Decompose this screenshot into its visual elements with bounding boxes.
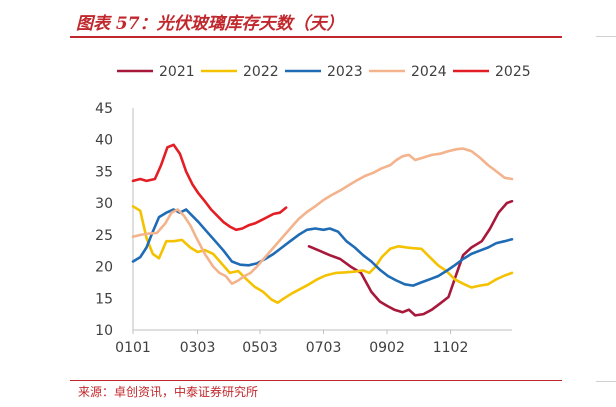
x-tick-label: 0303 (180, 340, 216, 356)
x-tick-label: 0101 (115, 340, 151, 356)
x-tick-label: 0703 (306, 340, 342, 356)
chart-header: 图表 57：光伏玻璃库存天数（天） (70, 8, 562, 38)
source-note: 来源：卓创资讯，中泰证券研究所 (78, 385, 259, 399)
series-line-2022 (131, 205, 514, 304)
series-line-2024 (131, 147, 514, 285)
legend-label-2023: 2023 (327, 64, 363, 80)
y-tick-label: 40 (95, 133, 113, 149)
title-divider (70, 36, 562, 38)
legend-label-2021: 2021 (159, 64, 195, 80)
legend-label-2022: 2022 (243, 64, 279, 80)
y-tick-label: 15 (95, 291, 113, 307)
source-divider (70, 380, 562, 381)
chart-title: 图表 57：光伏玻璃库存天数（天） (76, 14, 344, 34)
legend-label-2024: 2024 (411, 64, 447, 80)
x-tick-label: 0503 (242, 340, 278, 356)
series-line-2025 (131, 143, 288, 232)
y-tick-label: 25 (95, 228, 113, 244)
y-tick-label: 20 (95, 260, 113, 276)
y-tick-label: 10 (95, 323, 113, 339)
x-tick-label: 1102 (433, 340, 469, 356)
y-tick-label: 45 (95, 101, 113, 117)
legend-label-2025: 2025 (495, 64, 531, 80)
y-tick-label: 35 (95, 164, 113, 180)
series-line-2023 (131, 208, 514, 287)
adjacent-panel-edge-bottom (596, 381, 616, 382)
x-tick-label: 0902 (369, 340, 405, 356)
series-line-2021 (307, 199, 514, 317)
y-tick-label: 30 (95, 196, 113, 212)
adjacent-panel-edge-top (596, 36, 616, 37)
